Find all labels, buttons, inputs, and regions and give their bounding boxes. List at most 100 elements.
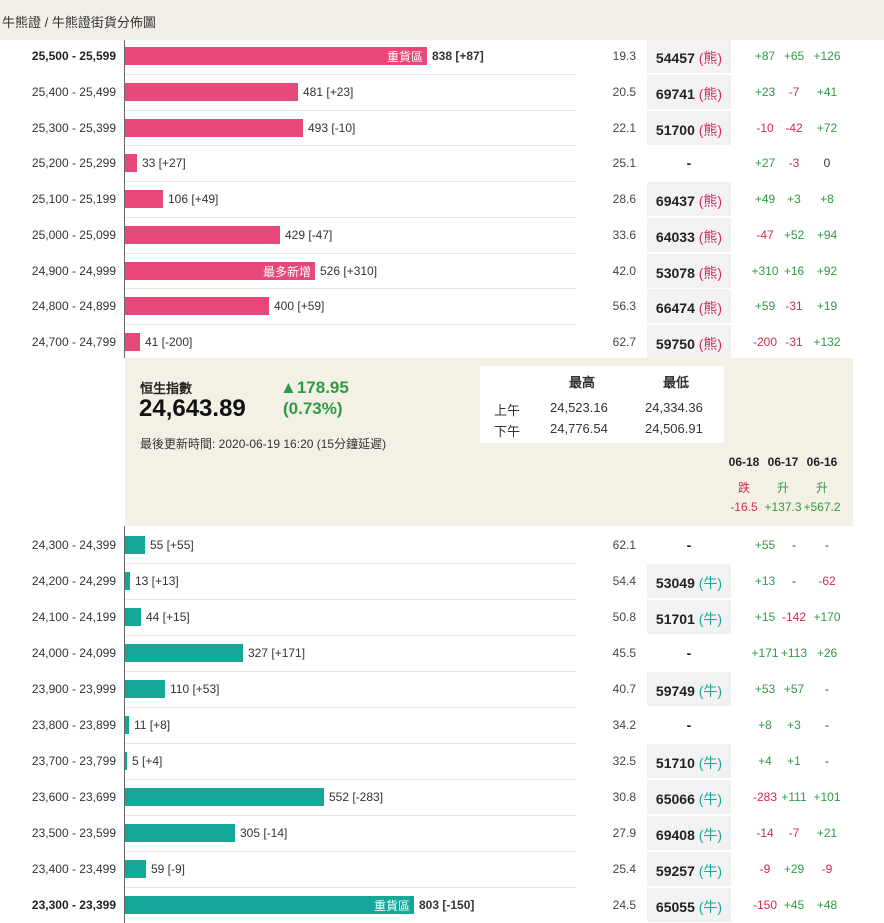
bull-distance: 27.9 (612, 826, 636, 840)
bull-daily-d1: +53 (754, 682, 776, 696)
bear-daily-d1: +49 (754, 192, 776, 206)
bear-code-type: (熊) (694, 336, 723, 352)
bull-code: 53049 (牛) (647, 573, 731, 593)
row-separator (125, 73, 577, 75)
bull-code: 51701 (牛) (647, 609, 731, 629)
bull-daily-d1: +13 (754, 574, 776, 588)
bull-daily-d3: +101 (813, 790, 841, 804)
bear-distance: 25.1 (612, 156, 636, 171)
bear-code-cell (647, 39, 731, 73)
bear-daily-d2: +16 (783, 263, 805, 278)
day-direction: 跌 (737, 481, 750, 495)
bull-code-cell (647, 852, 731, 886)
bull-bar (125, 536, 145, 554)
bull-code-number: 69408 (655, 827, 695, 843)
bull-bar-label: 5 [+4] (132, 754, 163, 768)
bear-bar (125, 225, 280, 244)
bear-code-number: 54457 (655, 50, 695, 66)
bear-range: 24,700 - 24,799 (31, 335, 116, 349)
bear-daily-d2: +3 (787, 192, 801, 206)
low-header: 最低 (663, 375, 690, 390)
bear-bar-label: 493 [-10] (308, 120, 356, 135)
bull-daily-d2: +57 (783, 682, 805, 696)
bear-code-cell (647, 110, 731, 145)
bear-daily-d2: -31 (785, 335, 803, 349)
bear-code-type: (熊) (694, 193, 723, 209)
bull-range: 23,500 - 23,599 (31, 826, 116, 840)
row-separator (125, 109, 577, 111)
bull-daily-d3: -62 (818, 574, 836, 588)
bull-range: 23,700 - 23,799 (31, 754, 116, 768)
bear-code-type: (熊) (694, 264, 723, 281)
bear-daily-d1: -47 (756, 227, 774, 242)
bear-daily-d2: -31 (785, 299, 803, 314)
bull-code-type: (牛) (694, 899, 723, 915)
bull-code-number: - (686, 645, 692, 661)
bull-distance: 30.8 (612, 790, 636, 804)
bear-code-cell (647, 182, 731, 216)
bear-code-type: (熊) (694, 85, 723, 102)
row-separator (125, 707, 577, 708)
bull-range: 23,900 - 23,999 (31, 682, 116, 696)
bear-daily-d3: 0 (823, 156, 831, 171)
bear-code-number: 53078 (655, 264, 695, 281)
bull-code-cell (647, 672, 731, 706)
hsi-value: 24,643.89 (139, 395, 246, 422)
bull-code-type: (牛) (694, 755, 723, 771)
bull-bar-label: 11 [+8] (134, 718, 171, 732)
hsi-change-pct: (0.73%) (283, 399, 343, 418)
day-points: -16.5 (730, 500, 758, 514)
pm-high: 24,776.54 (550, 421, 608, 436)
row-separator (125, 181, 577, 183)
bull-bar (125, 572, 130, 590)
bear-range: 25,400 - 25,499 (31, 84, 116, 99)
bull-daily-d1: +8 (758, 718, 772, 732)
bear-code: 59750 (熊) (647, 334, 731, 354)
bull-bar-label: 305 [-14] (240, 826, 288, 840)
bull-range: 23,800 - 23,899 (31, 718, 116, 732)
bear-code-cell (647, 74, 731, 109)
row-separator (125, 887, 577, 888)
bear-bar-label: 400 [+59] (274, 299, 325, 314)
day-direction: 升 (815, 481, 828, 495)
bull-bar (125, 680, 165, 698)
bull-code-type: (牛) (694, 863, 723, 879)
bull-code-type: (牛) (694, 575, 723, 591)
bear-daily-d3: +72 (816, 120, 838, 135)
bull-code-cell (647, 816, 731, 850)
bull-distance: 45.5 (612, 646, 636, 660)
bear-daily-d1: +59 (754, 299, 776, 314)
bull-code-cell (647, 744, 731, 778)
bear-daily-d2: +65 (783, 49, 805, 63)
bull-daily-d1: +55 (754, 538, 776, 552)
bear-code: 64033 (熊) (647, 227, 731, 247)
row-separator (125, 743, 577, 744)
bar-axis-top (124, 40, 125, 358)
bear-bar (125, 297, 269, 316)
bear-daily-d1: +310 (751, 263, 779, 278)
bull-daily-d2: - (792, 538, 796, 552)
bull-daily-d2: +45 (783, 898, 805, 912)
bear-bar (125, 118, 303, 137)
hsi-change: ▲178.95 (280, 378, 349, 397)
day-points: +567.2 (803, 500, 841, 514)
bull-code: - (647, 537, 731, 553)
bear-daily-d1: +87 (754, 49, 776, 63)
day-points: +137.3 (764, 500, 802, 514)
bull-code: 51710 (牛) (647, 753, 731, 773)
bull-range: 23,400 - 23,499 (31, 862, 116, 876)
bull-bar (125, 716, 129, 734)
bear-bar-label: 41 [-200] (145, 335, 193, 349)
bear-distance: 42.0 (612, 263, 636, 278)
bear-bar-label: 106 [+49] (168, 192, 219, 206)
bull-daily-d2: +113 (780, 646, 808, 660)
bear-bar (125, 82, 298, 101)
bear-code-type: (熊) (694, 300, 723, 317)
hsi-update-time: 最後更新時間: 2020-06-19 16:20 (15分鐘延遲) (140, 437, 387, 451)
bull-code-number: 65066 (655, 791, 695, 807)
bull-code-cell (647, 564, 731, 598)
bull-range: 23,600 - 23,699 (31, 790, 116, 804)
bear-bar (125, 154, 137, 173)
bear-daily-d3: +132 (813, 335, 841, 349)
bull-bar-tag: 重貨區 (373, 899, 410, 913)
